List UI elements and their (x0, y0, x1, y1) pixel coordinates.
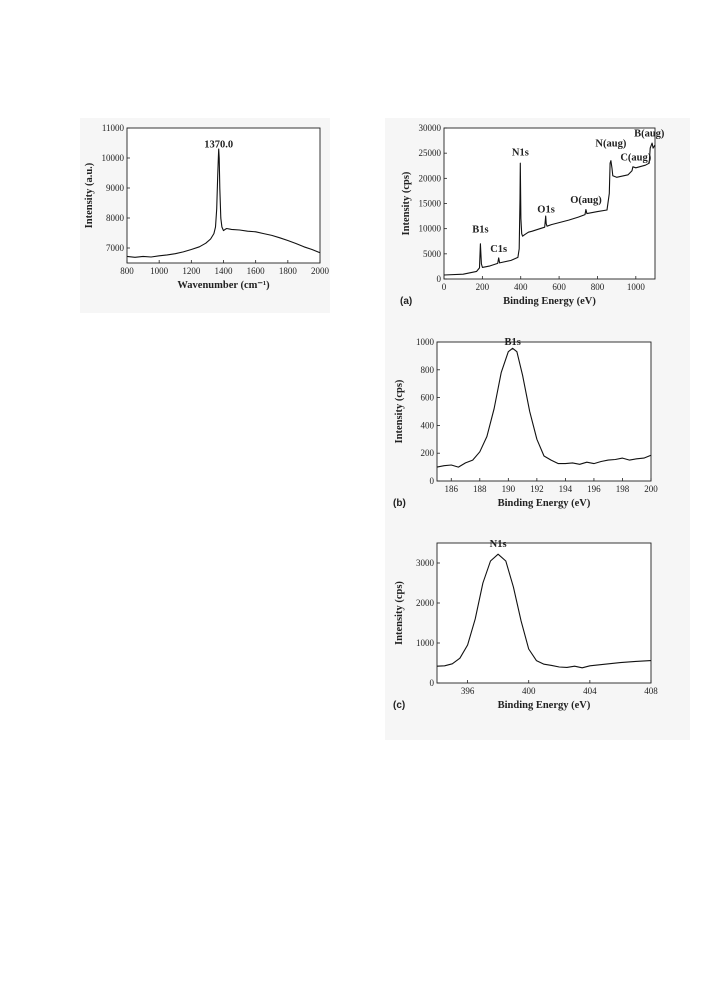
xps-survey-annotation: N1s (512, 148, 529, 159)
xps-survey-annotation: C(aug) (620, 153, 651, 164)
xps-survey-y-tick-label: 25000 (419, 148, 442, 158)
xps-b1s-annotation: B1s (504, 337, 520, 348)
xps-survey-x-axis-label: Binding Energy (eV) (503, 296, 596, 307)
xps-survey-x-tick-label: 800 (591, 282, 605, 292)
raman-series-line (126, 148, 321, 258)
raman-x-tick-label: 1800 (279, 266, 298, 276)
xps-survey-y-tick-label: 0 (437, 274, 442, 284)
xps-survey-y-axis-label: Intensity (cps) (401, 171, 412, 235)
xps-n1s-y-tick-label: 2000 (416, 598, 435, 608)
xps-n1s-x-tick-label: 404 (583, 686, 597, 696)
raman-chart: 800 1000 1200 1400 1600 1800 2000 7000 8000 9000 1… (84, 123, 330, 291)
xps-b1s-y-tick-label: 600 (421, 393, 435, 403)
xps-survey-annotation: B1s (472, 225, 488, 236)
xps-survey-annotation: N(aug) (595, 139, 626, 150)
xps-b1s-y-tick-label: 200 (421, 448, 435, 458)
xps-n1s-series-line (436, 553, 652, 669)
xps-b1s-x-tick-label: 198 (616, 484, 630, 494)
raman-y-tick-label: 8000 (106, 213, 125, 223)
raman-y-tick-label: 11000 (102, 123, 125, 133)
raman-y-tick-label: 10000 (102, 153, 125, 163)
raman-x-tick-label: 1200 (182, 266, 201, 276)
xps-b1s-x-tick-label: 196 (587, 484, 601, 494)
xps-b1s-y-tick-label: 400 (421, 420, 435, 430)
xps-b1s-x-tick-label: 192 (530, 484, 544, 494)
xps-survey-annotation: C1s (490, 244, 507, 255)
xps-b1s-y-tick-label: 0 (430, 476, 435, 486)
xps-survey-chart: 0 200 400 600 800 100005000100001500020000250… (400, 123, 665, 307)
raman-y-axis-label: Intensity (a.u.) (84, 162, 95, 228)
xps-n1s-chart: 396 400 404 408 0 1000 2000 3000 Binding Energy … (393, 539, 658, 711)
xps-n1s-x-tick-label: 408 (644, 686, 658, 696)
raman-x-axis-label: Wavenumber (cm⁻¹) (177, 280, 270, 291)
xps-b1s-series-line (436, 347, 652, 468)
xps-survey-y-tick-label: 20000 (419, 173, 442, 183)
xps-b1s-y-tick-label: 1000 (416, 337, 435, 347)
xps-n1s-y-tick-label: 1000 (416, 638, 435, 648)
raman-x-tick-label: 1000 (150, 266, 169, 276)
raman-x-tick-label: 1600 (247, 266, 266, 276)
xps-b1s-x-tick-label: 188 (473, 484, 487, 494)
raman-annotation: 1370.0 (204, 140, 233, 151)
xps-survey-annotation: O(aug) (570, 195, 602, 206)
xps-survey-y-tick-label: 15000 (419, 199, 442, 209)
xps-b1s-x-tick-label: 190 (502, 484, 516, 494)
xps-survey-x-tick-label: 600 (552, 282, 566, 292)
xps-b1s-chart: 186 188 190 192 194 196 198 200 0 200 400 600 800 100… (393, 337, 658, 509)
xps-survey-x-tick-label: 1000 (627, 282, 646, 292)
xps-b1s-y-tick-label: 800 (421, 365, 435, 375)
raman-y-tick-label: 9000 (106, 183, 125, 193)
xps-n1s-x-tick-label: 396 (461, 686, 475, 696)
xps-survey-x-tick-label: 0 (442, 282, 447, 292)
xps-survey-y-tick-label: 10000 (419, 224, 442, 234)
raman-x-tick-label: 1400 (215, 266, 234, 276)
xps-survey-panel-label: (a) (400, 296, 412, 307)
xps-b1s-x-tick-label: 194 (559, 484, 573, 494)
xps-survey-x-tick-label: 400 (514, 282, 528, 292)
xps-survey-x-tick-label: 200 (476, 282, 490, 292)
xps-survey-annotation: B(aug) (634, 129, 665, 140)
xps-survey-series-line (443, 142, 656, 276)
xps-n1s-plot-frame (436, 542, 652, 684)
xps-n1s-annotation: N1s (490, 539, 507, 550)
xps-n1s-x-tick-label: 400 (522, 686, 536, 696)
xps-b1s-y-axis-label: Intensity (cps) (394, 379, 405, 443)
xps-survey-plot-frame (443, 127, 656, 280)
xps-n1s-y-axis-label: Intensity (cps) (394, 581, 405, 645)
xps-survey-y-tick-label: 5000 (423, 249, 442, 259)
xps-n1s-y-tick-label: 0 (430, 678, 435, 688)
xps-b1s-panel-label: (b) (393, 498, 406, 509)
xps-n1s-panel-label: (c) (393, 700, 405, 711)
raman-x-tick-label: 2000 (311, 266, 330, 276)
raman-y-tick-label: 7000 (106, 243, 125, 253)
xps-b1s-x-tick-label: 186 (445, 484, 459, 494)
raman-x-tick-label: 800 (120, 266, 134, 276)
xps-b1s-x-axis-label: Binding Energy (eV) (498, 498, 591, 509)
xps-survey-y-tick-label: 30000 (419, 123, 442, 133)
xps-n1s-y-tick-label: 3000 (416, 558, 435, 568)
xps-b1s-plot-frame (436, 341, 652, 482)
xps-n1s-x-axis-label: Binding Energy (eV) (498, 700, 591, 711)
xps-survey-annotation: O1s (537, 205, 555, 216)
xps-b1s-x-tick-label: 200 (644, 484, 658, 494)
